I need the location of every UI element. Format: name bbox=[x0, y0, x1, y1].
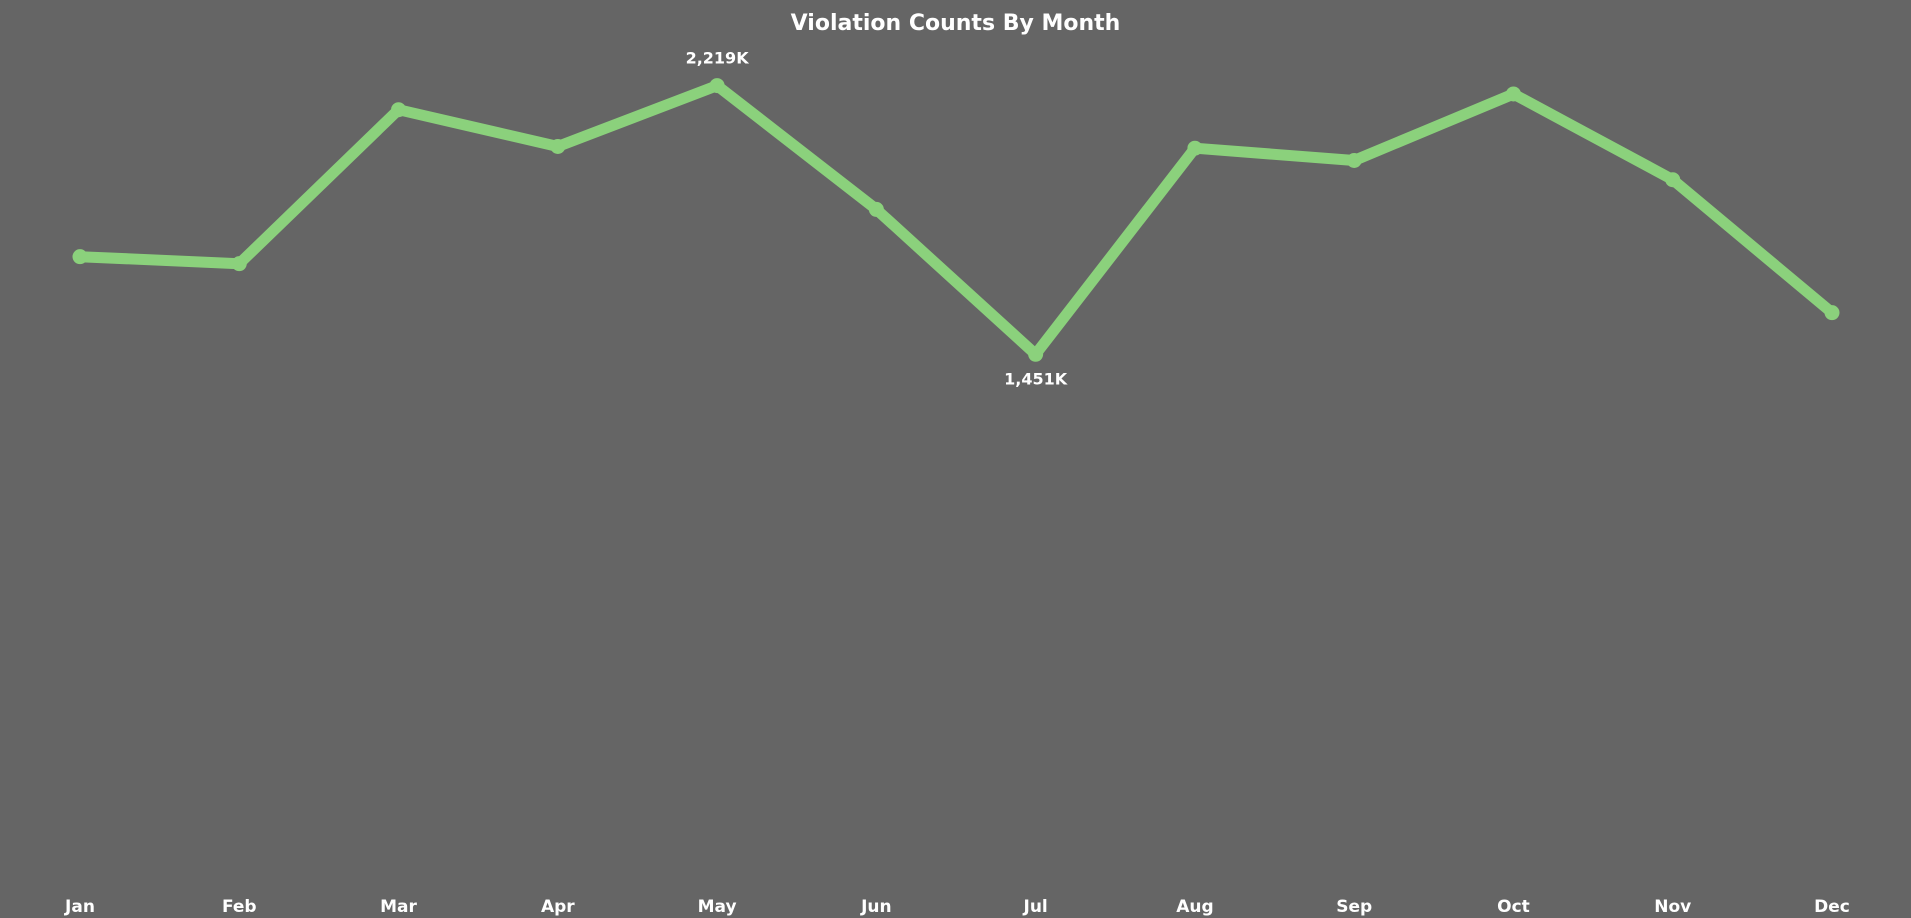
x-tick-label-sep: Sep bbox=[1336, 897, 1372, 917]
data-point-mar[interactable] bbox=[391, 102, 407, 118]
x-axis-ticks: Jan Feb Mar Apr May Jun Jul Aug Sep Oct Nov Dec bbox=[64, 897, 1850, 917]
data-point-sep[interactable] bbox=[1346, 152, 1362, 168]
x-tick-label-jul: Jul bbox=[1023, 897, 1048, 917]
data-point-feb[interactable] bbox=[231, 256, 247, 272]
data-point-oct[interactable] bbox=[1505, 86, 1521, 102]
data-point-aug[interactable] bbox=[1187, 140, 1203, 156]
x-tick-label-jun: Jun bbox=[860, 897, 892, 917]
x-tick-label-jan: Jan bbox=[64, 897, 95, 917]
data-point-jun[interactable] bbox=[868, 201, 884, 217]
x-tick-label-apr: Apr bbox=[541, 897, 575, 917]
series-line bbox=[74, 80, 1838, 360]
data-label-may: 2,219K bbox=[686, 49, 750, 68]
data-point-jul[interactable] bbox=[1028, 346, 1044, 362]
series-layer bbox=[72, 78, 1840, 362]
x-tick-label-mar: Mar bbox=[380, 897, 417, 917]
data-point-jan[interactable] bbox=[72, 249, 88, 265]
chart-title: Violation Counts By Month bbox=[790, 11, 1121, 36]
data-label-layer: 2,219K 1,451K bbox=[686, 49, 1068, 389]
x-tick-label-aug: Aug bbox=[1176, 897, 1213, 917]
data-point-apr[interactable] bbox=[550, 138, 566, 154]
data-point-may[interactable] bbox=[709, 78, 725, 94]
x-tick-label-dec: Dec bbox=[1814, 897, 1850, 917]
x-tick-label-nov: Nov bbox=[1654, 897, 1691, 917]
data-label-jul: 1,451K bbox=[1004, 369, 1068, 388]
data-point-dec[interactable] bbox=[1824, 305, 1840, 321]
x-tick-label-oct: Oct bbox=[1497, 897, 1530, 917]
x-tick-label-feb: Feb bbox=[222, 897, 257, 917]
data-point-nov[interactable] bbox=[1665, 172, 1681, 188]
x-tick-label-may: May bbox=[698, 897, 737, 917]
